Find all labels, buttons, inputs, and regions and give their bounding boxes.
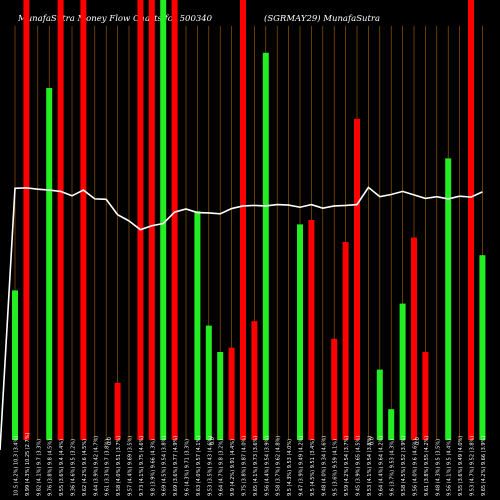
x-tick-label: 9.6 (3.7%) 9.53 (4.3%) (390, 439, 396, 496)
x-tick-label: 9.61 (3.8%) 9.55 (4.2%) (424, 436, 430, 496)
x-tick-label: 9.58 (4.0%) 9.51 (3.7%) (116, 436, 122, 496)
bar (46, 88, 53, 440)
x-tick-label: 9.56 (4.0%) 9.6 (4.6%) (413, 439, 419, 496)
bar (80, 0, 87, 440)
bar (388, 409, 395, 440)
x-tick-label: 9.59 (4.2%) 9.54 (3.7%) (344, 436, 350, 496)
x-tick-label: 9.57 (4.4%) 9.69 (3.5%) (128, 436, 134, 496)
x-tick-label: 9.82 (4.1%) 9.7 (3.3%) (36, 439, 42, 496)
x-tick-label: 9.5 (4.5%) 9.51 (3.4%) (310, 439, 316, 496)
x-tick-label: 9.62 (4.2%) 9.6 (4.5%) (82, 439, 88, 496)
bar (308, 220, 315, 440)
x-tick-label: 9.76 (3.8%) 9.8 (4.5%) (48, 439, 54, 496)
x-tick-label: 9.56 (4.1%) 9.5 (4.4%) (447, 439, 453, 496)
bar (137, 0, 144, 440)
bar (171, 0, 178, 440)
x-tick-label: 9.47 (3.9%) 9.49 (4.2%) (299, 436, 305, 496)
x-tick-label: 9.58 (4.5%) 9.52 (3.9%) (401, 436, 407, 496)
x-tick-label: 9.45 (3.9%) 9.65 (4.5%) (356, 436, 362, 496)
x-tick-label: 9.64 (4.7%) 9.8 (3.2%) (219, 439, 225, 496)
x-tick-label: 9.48 (4.3%) 9.5 (3.5%) (435, 439, 441, 496)
bar (205, 325, 212, 440)
bar (479, 255, 486, 440)
x-tick-label: 9.44 (3.9%) 9.42 (4.7%) (93, 436, 99, 496)
chart-title-right: (SGRMAY29) MunafaSutra (264, 14, 381, 24)
x-tick-label: 9.5 (4.3%) 9.53 (4.0%) (287, 439, 293, 496)
money-flow-line (0, 186, 483, 451)
x-tick-label: 9.99 (4.3%) 10.25 (2.7%) (25, 433, 31, 496)
bar (160, 0, 167, 440)
x-tick-label: 9.8 (3.9%) 9.66 (4.3%) (150, 439, 156, 496)
marker-label: 0.0 (107, 437, 113, 445)
bar (297, 224, 303, 440)
bar (12, 290, 18, 440)
bar (240, 0, 246, 440)
bar (331, 338, 338, 440)
x-axis-labels: 10.5 (4.2%) 10.3 (3.4%) 9.99 (4.3%) 10.25… (14, 433, 487, 496)
x-tick-label: 9.5 (3.6%) 9.59 (4.1%) (333, 439, 339, 496)
x-tick-label: 9.55 (3.6%) 9.49 (4.0%) (458, 436, 464, 496)
bar (354, 118, 360, 441)
x-tick-label: 9.65 (4.1%) 9.73 (3.6%) (253, 436, 259, 496)
x-tick-label: 10.5 (4.2%) 10.3 (3.4%) (14, 436, 20, 496)
x-tick-label: 9.53 (4.1%) 9.54 (3.8%) (367, 436, 373, 496)
marker-label: 0.0 (369, 437, 375, 445)
x-tick-label: 9.48 (4.0%) 9.34 (4.6%) (321, 436, 327, 496)
x-tick-label: 9.63 (4.0%) 9.57 (4.1%) (196, 436, 202, 496)
x-tick-label: 9.9 (4.2%) 9.91 (4.4%) (230, 439, 236, 496)
marker-label: 0.0 (415, 437, 421, 445)
bar (445, 158, 452, 440)
x-tick-label: 9.64 (4.4%) 9.64 (4.2%) (378, 436, 384, 496)
x-tick-label: 9.69 (3.6%) 9.77 (4.9%) (173, 436, 179, 496)
marker-label: 0.0 (210, 437, 216, 445)
x-tick-label: 9.36 (4.6%) 9.5 (3.2%) (71, 439, 77, 496)
bar (468, 0, 474, 440)
bar (342, 242, 349, 440)
bar (148, 0, 155, 440)
x-tick-label: 9.58 (3.7%) 9.62 (4.8%) (276, 436, 282, 496)
x-tick-label: 9.6 (4.3%) 9.71 (3.3%) (185, 439, 191, 496)
bar (399, 303, 406, 440)
x-tick-label: 9.61 (3.3%) 9.7 (3.8%) (105, 439, 111, 496)
bar (376, 369, 383, 440)
x-tick-label: 9.75 (3.8%) 9.87 (4.0%) (242, 436, 248, 496)
x-tick-label: 9.56 (4.4%) 9.54 (3.9%) (264, 436, 270, 496)
x-tick-label: 9.65 (4.2%) 9.66 (3.9%) (481, 436, 487, 496)
bar (422, 352, 429, 440)
x-tick-label: 9.69 (4.5%) 9.54 (3.8%) (162, 436, 168, 496)
chart-title-left: MunafaSutra Money Flow Charts for 500340 (18, 14, 213, 24)
bar (228, 347, 235, 440)
bar (251, 321, 258, 440)
bar (411, 237, 417, 440)
x-tick-label: 9.53 (3.5%) 9.43 (4.6%) (207, 436, 213, 496)
bar-layer (12, 0, 486, 441)
x-tick-label: 9.73 (4.1%) 9.75 (4.6%) (139, 436, 145, 496)
bar (217, 352, 224, 440)
chart-title: MunafaSutra Money Flow Charts for 500340… (18, 14, 488, 28)
bar (57, 0, 64, 440)
bar (114, 382, 121, 440)
x-tick-label: 9.53 (4.7%) 9.52 (3.8%) (470, 436, 476, 496)
bar (262, 52, 269, 441)
x-tick-label: 9.55 (3.6%) 9.4 (4.4%) (59, 439, 65, 496)
bar (23, 0, 30, 440)
bar (194, 211, 201, 440)
line-layer (0, 186, 483, 451)
